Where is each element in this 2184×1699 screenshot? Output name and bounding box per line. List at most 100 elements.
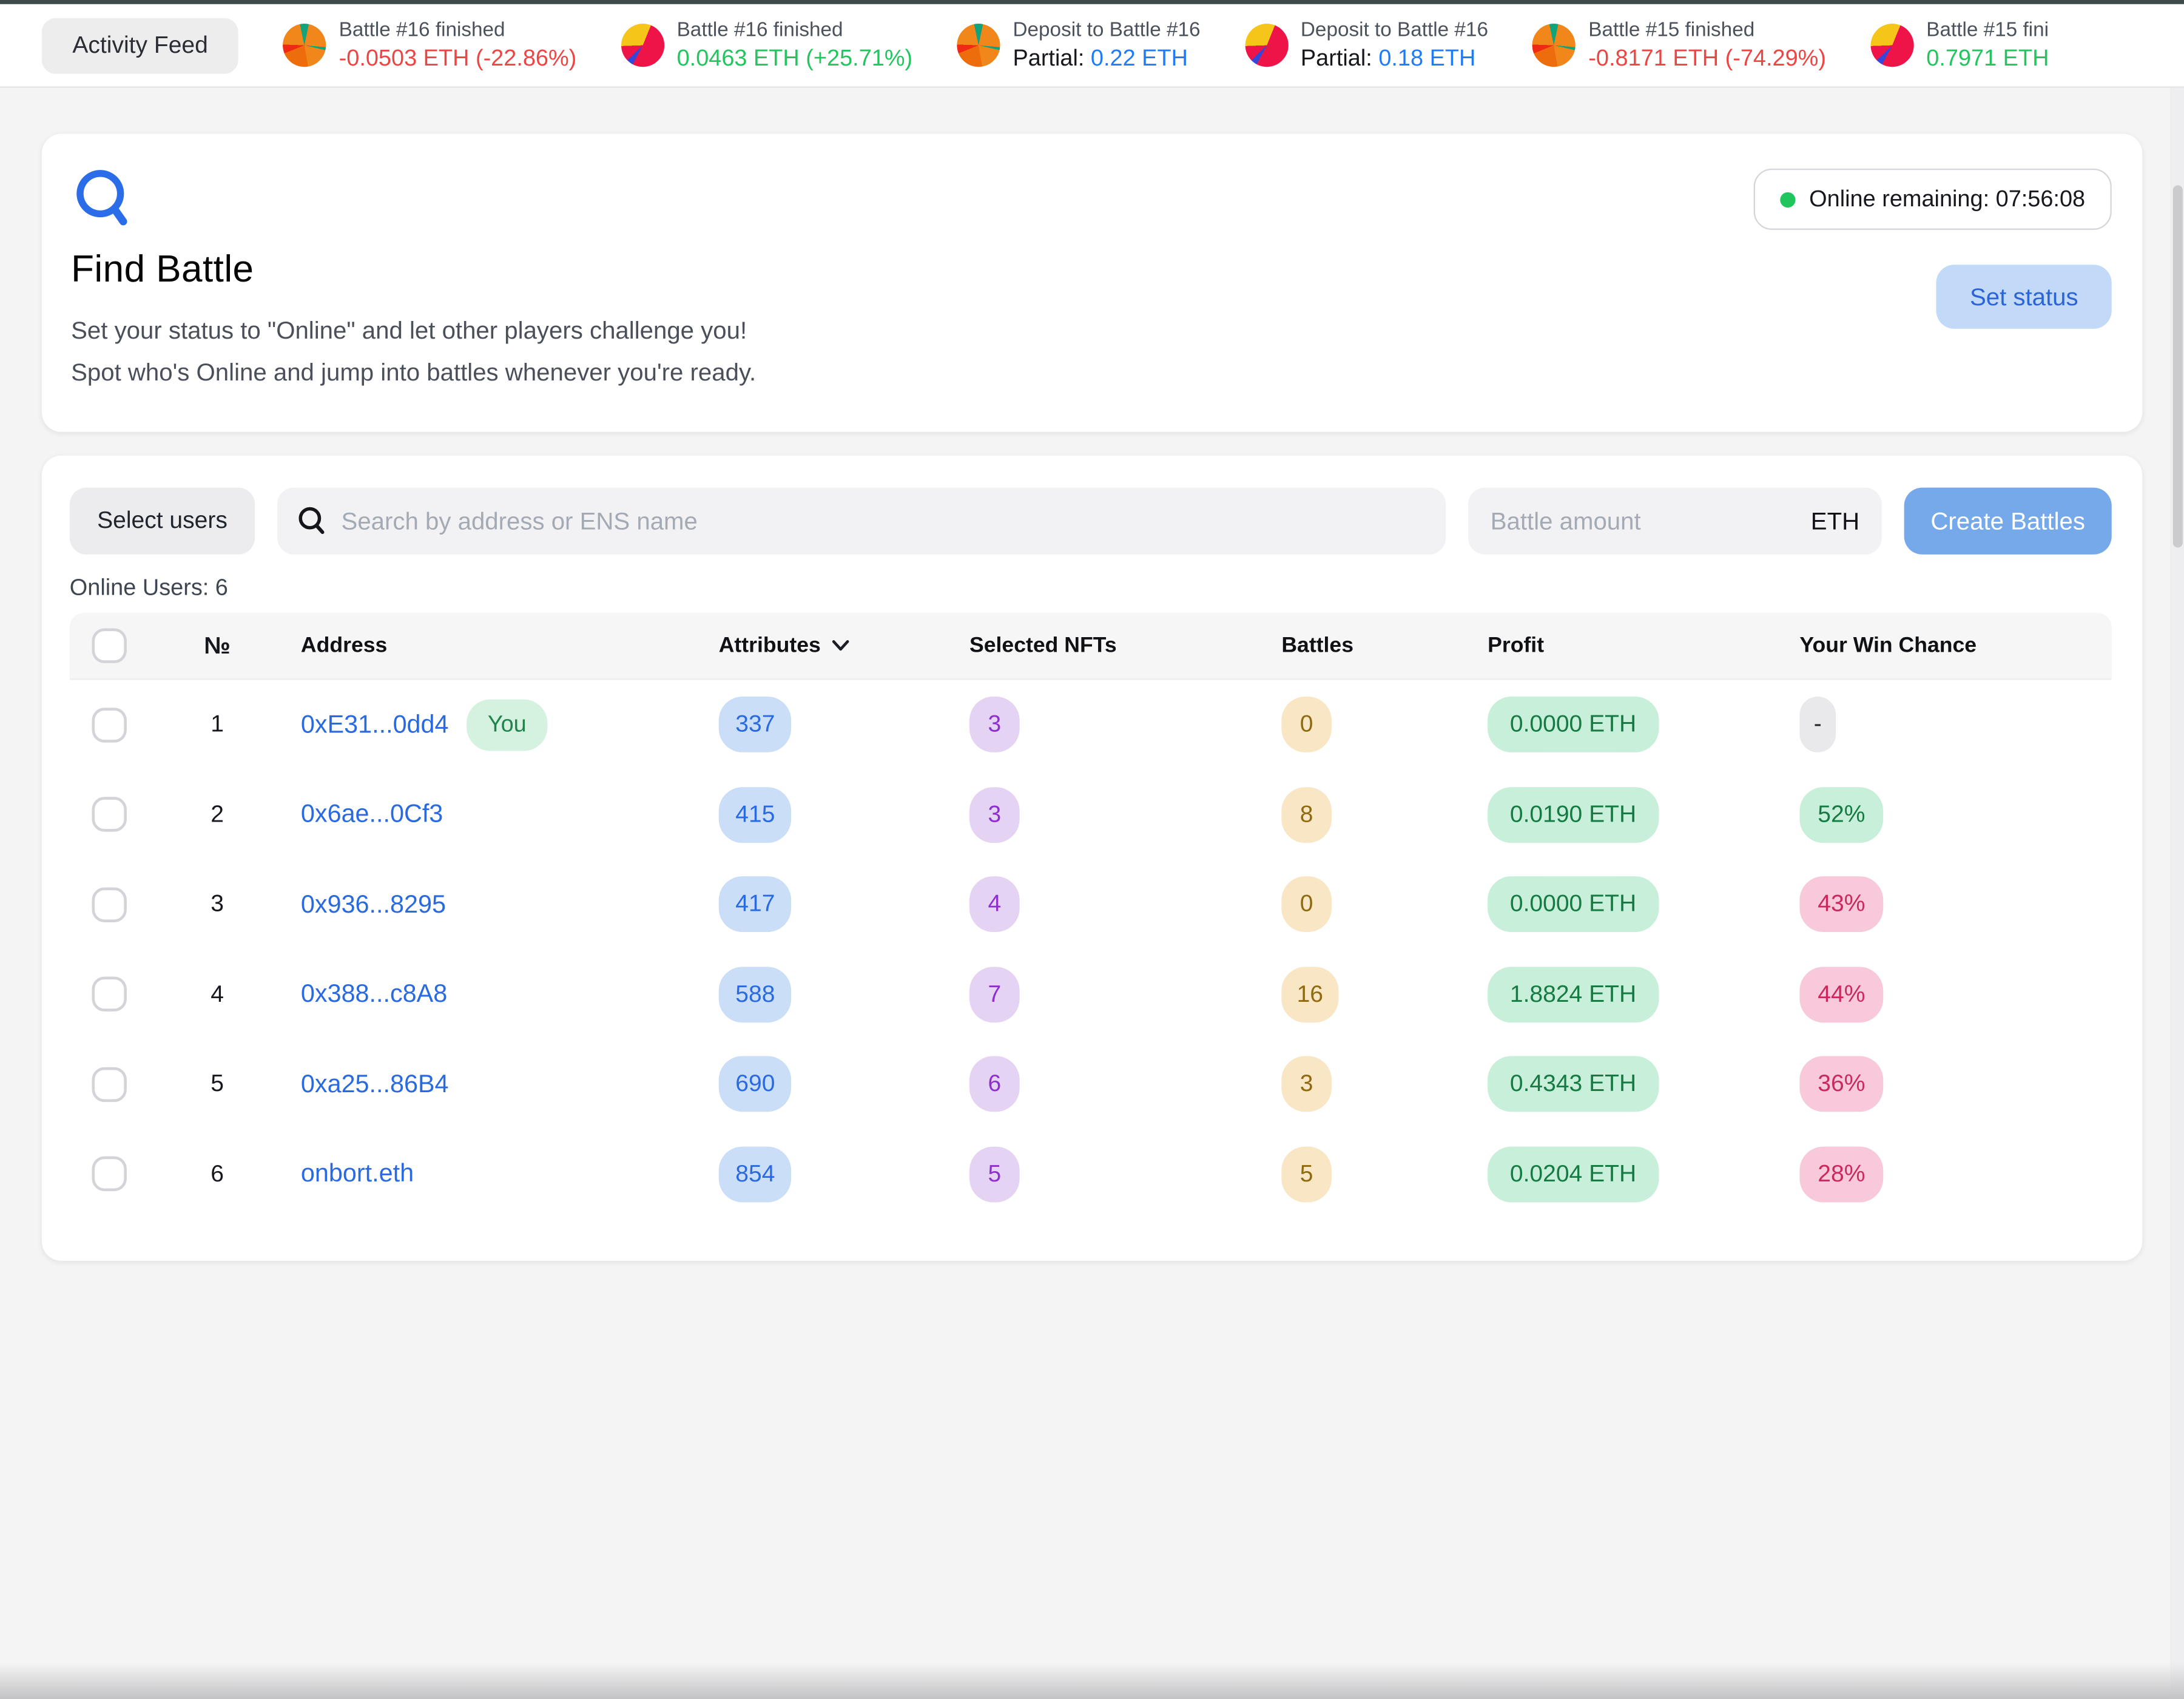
notification-item[interactable]: Battle #15 fini 0.7971 ETH xyxy=(1870,19,2049,72)
header-battles: Battles xyxy=(1281,633,1353,657)
row-checkbox[interactable] xyxy=(91,1157,126,1192)
notification-item[interactable]: Battle #15 finished -0.8171 ETH (-74.29%… xyxy=(1532,19,1826,72)
pie-crimson-icon xyxy=(1245,24,1289,67)
row-checkbox[interactable] xyxy=(91,1067,126,1102)
page-title: Find Battle xyxy=(71,248,254,290)
find-battle-card: Online remaining: 07:56:08 Find Battle S… xyxy=(41,133,2143,432)
address-link[interactable]: 0xE31...0dd4 xyxy=(300,710,449,738)
battles-pill: 0 xyxy=(1281,876,1332,933)
header-win-chance: Your Win Chance xyxy=(1799,633,1977,657)
notification-item[interactable]: Battle #16 finished 0.0463 ETH (+25.71%) xyxy=(621,19,912,72)
table-row: 2 0x6ae...0Cf3 415 3 8 0.0190 ETH 52% xyxy=(69,769,2112,860)
select-users-button[interactable]: Select users xyxy=(69,487,255,555)
win-chance-pill: 28% xyxy=(1799,1146,1884,1202)
battles-pill: 16 xyxy=(1281,966,1339,1022)
win-chance-pill: - xyxy=(1799,697,1836,753)
notification-value: -0.8171 ETH (-74.29%) xyxy=(1588,46,1826,72)
win-chance-pill: 52% xyxy=(1799,786,1884,843)
description-line-2: Spot who's Online and jump into battles … xyxy=(71,358,757,386)
row-number: 5 xyxy=(211,1070,224,1097)
scrollbar-thumb[interactable] xyxy=(2172,185,2182,548)
notification-item[interactable]: Battle #16 finished -0.0503 ETH (-22.86%… xyxy=(283,19,576,72)
notification-title: Deposit to Battle #16 xyxy=(1300,18,1488,41)
profit-pill: 0.0204 ETH xyxy=(1488,1146,1659,1202)
currency-label: ETH xyxy=(1810,506,1860,535)
table-row: 3 0x936...8295 417 4 0 0.0000 ETH 43% xyxy=(69,859,2112,950)
attributes-pill: 690 xyxy=(718,1056,792,1112)
table-row: 4 0x388...c8A8 588 7 16 1.8824 ETH 44% xyxy=(69,949,2112,1039)
bottom-shadow xyxy=(0,1663,2184,1699)
row-checkbox[interactable] xyxy=(91,707,126,743)
notification-value: 0.0463 ETH (+25.71%) xyxy=(677,46,913,72)
selected-nfts-pill: 4 xyxy=(969,876,1020,933)
select-all-checkbox[interactable] xyxy=(91,628,126,663)
notification-title: Battle #16 finished xyxy=(339,18,505,41)
search-field[interactable] xyxy=(277,487,1446,555)
row-checkbox[interactable] xyxy=(91,797,126,833)
address-link[interactable]: onbort.eth xyxy=(300,1159,414,1187)
notification-item[interactable]: Deposit to Battle #16 Partial: 0.18 ETH xyxy=(1245,19,1488,72)
pie-orange-icon xyxy=(1532,24,1576,67)
online-remaining-text: Online remaining: 07:56:08 xyxy=(1809,186,2086,211)
scrollbar-track[interactable] xyxy=(2170,87,2184,1699)
table-row: 1 0xE31...0dd4 You 337 3 0 0.0000 ETH - xyxy=(69,680,2112,770)
notification-value-amount: 0.7971 ETH xyxy=(1926,45,2049,70)
address-link[interactable]: 0x6ae...0Cf3 xyxy=(300,800,443,828)
selected-nfts-pill: 3 xyxy=(969,786,1020,843)
win-chance-pill: 44% xyxy=(1799,966,1884,1022)
pie-crimson-icon xyxy=(1870,24,1914,67)
notification-title: Battle #16 finished xyxy=(676,18,843,41)
attributes-pill: 337 xyxy=(718,697,792,753)
you-badge: You xyxy=(467,699,548,751)
notification-value-amount: 0.22 ETH xyxy=(1090,45,1188,70)
notification-title: Battle #15 fini xyxy=(1926,18,2049,41)
page-description: Set your status to "Online" and let othe… xyxy=(71,309,756,393)
profit-pill: 1.8824 ETH xyxy=(1488,966,1659,1022)
battle-amount-field[interactable]: ETH xyxy=(1468,487,1882,555)
table-row: 6 onbort.eth 854 5 5 0.0204 ETH 28% xyxy=(69,1129,2112,1219)
address-link[interactable]: 0x388...c8A8 xyxy=(300,979,448,1008)
battles-pill: 8 xyxy=(1281,786,1332,843)
selected-nfts-pill: 6 xyxy=(969,1056,1020,1112)
set-status-button[interactable]: Set status xyxy=(1936,265,2112,329)
header-profit: Profit xyxy=(1488,633,1545,657)
chevron-down-icon xyxy=(832,640,849,651)
find-battle-search-icon xyxy=(76,170,127,226)
create-battles-button[interactable]: Create Battles xyxy=(1904,487,2112,555)
notification-value-prefix: Partial: xyxy=(1013,45,1091,70)
online-status-dot-icon xyxy=(1779,191,1796,207)
row-checkbox[interactable] xyxy=(91,977,126,1012)
description-line-1: Set your status to "Online" and let othe… xyxy=(71,316,747,345)
pie-crimson-icon xyxy=(621,24,664,67)
attributes-pill: 854 xyxy=(718,1146,792,1202)
header-num: № xyxy=(204,632,231,658)
row-number: 3 xyxy=(211,890,224,917)
attributes-pill: 415 xyxy=(718,786,792,843)
header-attributes[interactable]: Attributes xyxy=(691,633,942,658)
battle-amount-input[interactable] xyxy=(1490,506,1811,536)
battles-pill: 3 xyxy=(1281,1056,1332,1112)
battles-pill: 5 xyxy=(1281,1146,1332,1202)
table-toolbar: Select users ETH Create Battles xyxy=(69,487,2112,555)
users-table-card: Select users ETH Create Battles Online U… xyxy=(41,455,2143,1261)
header-address: Address xyxy=(300,633,388,657)
address-link[interactable]: 0x936...8295 xyxy=(300,890,446,918)
row-checkbox[interactable] xyxy=(91,887,126,922)
notification-value: Partial: 0.22 ETH xyxy=(1013,46,1200,72)
win-chance-pill: 36% xyxy=(1799,1056,1884,1112)
pie-orange-icon xyxy=(283,24,326,67)
notification-item[interactable]: Deposit to Battle #16 Partial: 0.22 ETH xyxy=(957,19,1201,72)
table-header-row: № Address Attributes Selected NFTs Battl… xyxy=(69,613,2112,680)
notification-value: Partial: 0.18 ETH xyxy=(1301,46,1488,72)
online-users-count: Online Users: 6 xyxy=(69,575,228,601)
search-input[interactable] xyxy=(341,506,1427,536)
activity-feed-button[interactable]: Activity Feed xyxy=(41,17,239,73)
notification-value-amount: -0.0503 ETH (-22.86%) xyxy=(339,45,577,70)
address-link[interactable]: 0xa25...86B4 xyxy=(300,1069,449,1098)
online-remaining-badge: Online remaining: 07:56:08 xyxy=(1753,168,2112,230)
table-row: 5 0xa25...86B4 690 6 3 0.4343 ETH 36% xyxy=(69,1039,2112,1129)
row-number: 1 xyxy=(211,711,224,738)
header-selected-nfts: Selected NFTs xyxy=(969,633,1117,657)
battles-pill: 0 xyxy=(1281,697,1332,753)
activity-feed-bar: Activity Feed Battle #16 finished -0.050… xyxy=(0,4,2184,88)
